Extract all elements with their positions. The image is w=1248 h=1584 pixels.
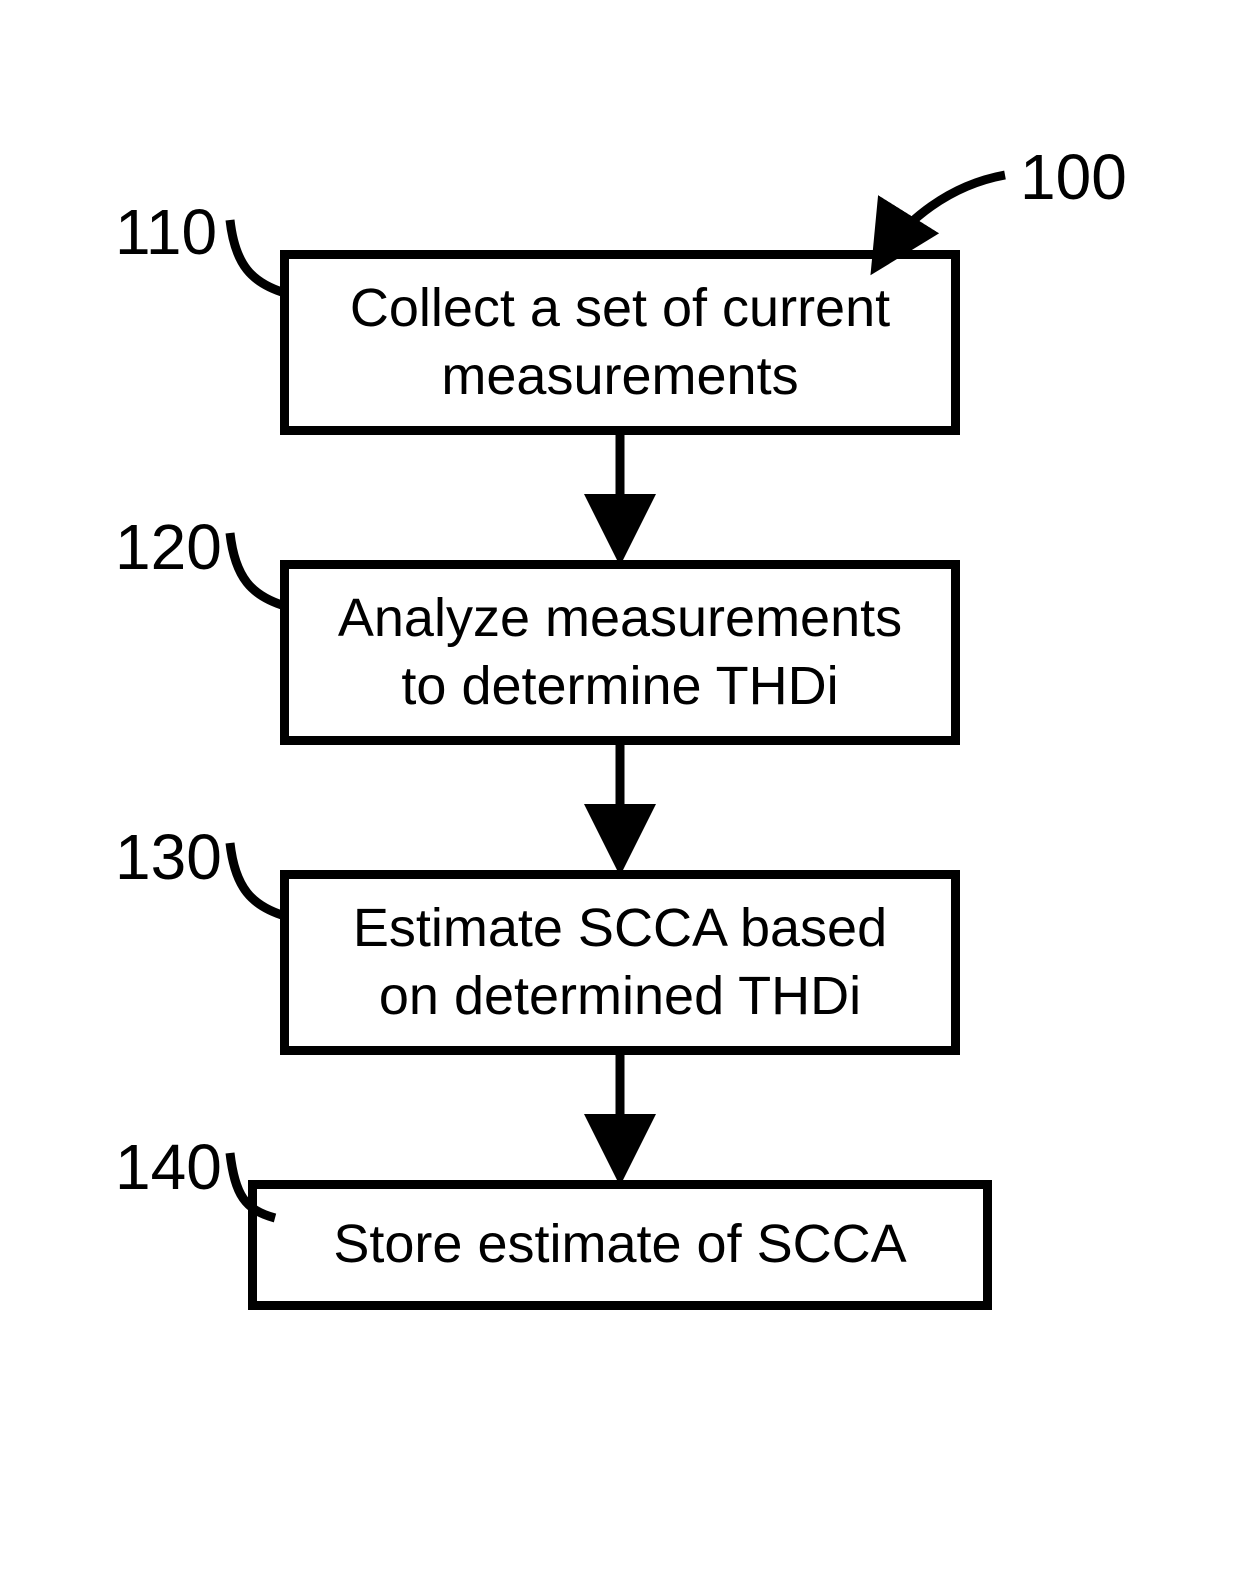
ref-label-120: 120 (115, 510, 222, 584)
flow-step-text: Analyze measurementsto determine THDi (338, 585, 902, 720)
flow-step-140: Store estimate of SCCA (248, 1180, 992, 1310)
ref-label-130: 130 (115, 820, 222, 894)
flowchart-canvas: 100 Collect a set of currentmeasurements… (0, 0, 1248, 1584)
callout-120 (230, 533, 285, 606)
ref-label-110: 110 (115, 195, 217, 269)
flow-step-text: Store estimate of SCCA (333, 1211, 906, 1279)
callout-110 (230, 220, 285, 293)
flow-step-110: Collect a set of currentmeasurements (280, 250, 960, 435)
callout-130 (230, 843, 285, 916)
flow-step-130: Estimate SCCA basedon determined THDi (280, 870, 960, 1055)
overall-ref-arrow (880, 175, 1005, 260)
ref-label-140: 140 (115, 1130, 222, 1204)
overall-ref-label: 100 (1020, 140, 1127, 214)
flow-step-text: Collect a set of currentmeasurements (350, 275, 890, 410)
flow-step-120: Analyze measurementsto determine THDi (280, 560, 960, 745)
flow-step-text: Estimate SCCA basedon determined THDi (353, 895, 887, 1030)
